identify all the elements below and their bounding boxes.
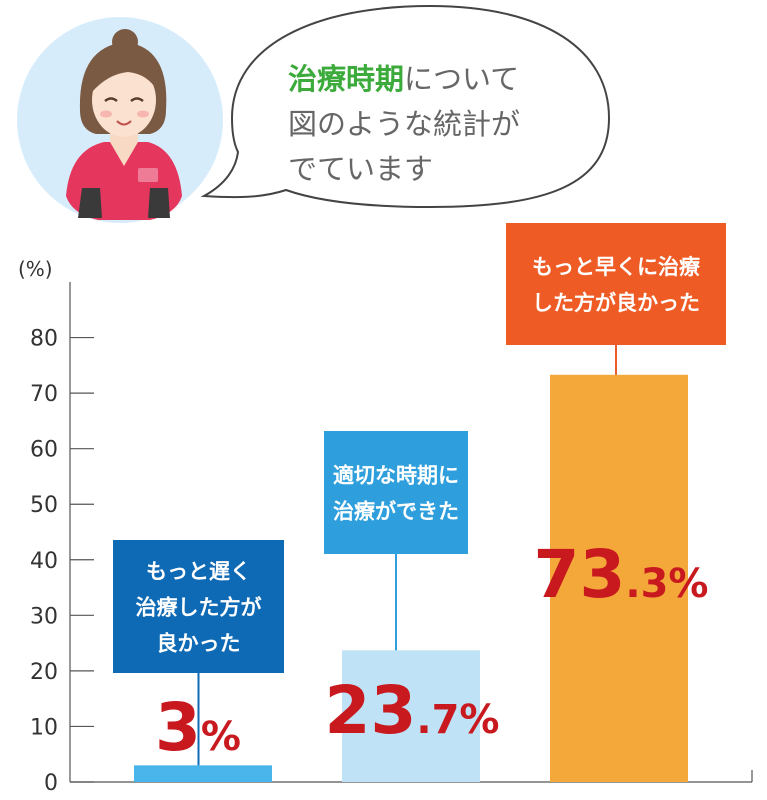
value-unit: % — [668, 561, 708, 607]
speech-line-3: でています — [288, 152, 433, 186]
y-tick-label: 80 — [30, 327, 58, 352]
data-value-label: 3% — [155, 689, 241, 766]
y-tick-label: 60 — [30, 438, 58, 463]
nurse-avatar — [17, 17, 223, 223]
speech-bubble: 治療時期について 図のような統計が でています — [200, 4, 611, 209]
y-tick-label: 0 — [44, 771, 58, 796]
value-decimal: .7 — [416, 697, 459, 743]
speech-line-1-rest: について — [404, 62, 519, 96]
speech-highlight: 治療時期 — [288, 62, 404, 96]
value-integer: 73 — [534, 536, 626, 613]
value-unit: % — [201, 714, 241, 760]
category-label: 適切な時期に — [333, 464, 459, 488]
axes: (%) 0 10 20 30 40 50 60 70 80 — [18, 257, 753, 796]
category-label: 治療した方が — [136, 596, 262, 620]
category-label-box — [113, 540, 284, 673]
category-label: 治療ができた — [333, 500, 459, 524]
value-integer: 23 — [325, 672, 417, 749]
y-tick-label: 20 — [30, 660, 58, 685]
y-tick-label: 70 — [30, 382, 58, 407]
category-label-box — [506, 223, 726, 345]
y-tick-label: 50 — [30, 493, 58, 518]
y-axis-unit: (%) — [18, 257, 53, 281]
value-decimal: .3 — [625, 561, 668, 607]
category-label: 良かった — [157, 632, 241, 656]
category-label: もっと遅く — [146, 560, 251, 584]
bar — [550, 374, 688, 782]
y-tick-label: 40 — [30, 549, 58, 574]
speech-line-2: 図のような統計が — [288, 107, 520, 141]
bar — [342, 650, 480, 782]
value-unit: % — [459, 697, 499, 743]
value-integer: 3 — [155, 689, 201, 766]
data-value-label: 73.3% — [534, 536, 709, 613]
bar — [134, 765, 272, 782]
category-label: した方が良かった — [532, 291, 700, 315]
category-label: もっと早くに治療 — [532, 255, 701, 279]
category-label-box — [324, 431, 468, 554]
y-tick-label: 10 — [30, 715, 58, 740]
data-value-label: 23.7% — [325, 672, 500, 749]
y-tick-label: 30 — [30, 604, 58, 629]
speech-line-1: 治療時期について — [288, 62, 519, 96]
